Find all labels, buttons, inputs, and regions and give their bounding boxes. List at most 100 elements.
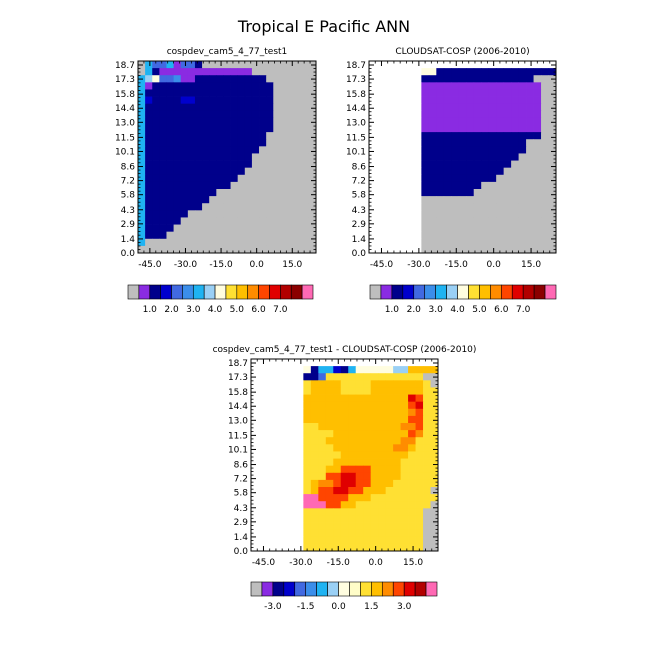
heatmap-cell <box>251 103 260 112</box>
heatmap-cell <box>473 117 482 126</box>
heatmap-cell <box>458 210 467 218</box>
y-tick-label: 4.3 <box>121 206 135 216</box>
heatmap-cell <box>398 132 407 140</box>
heatmap-cell <box>295 515 304 523</box>
heatmap-cell <box>466 196 475 204</box>
heatmap-cell <box>526 196 534 204</box>
heatmap-cell <box>391 245 400 254</box>
heatmap-cell <box>370 380 379 388</box>
heatmap-cell <box>209 196 217 204</box>
heatmap-cell <box>216 181 224 190</box>
heatmap-cell <box>287 110 296 119</box>
heatmap-cell <box>308 125 317 133</box>
heatmap-cell <box>333 543 342 552</box>
heatmap-cell <box>280 153 288 161</box>
heatmap-cell <box>318 408 327 417</box>
heatmap-cell <box>398 203 407 211</box>
heatmap-cell <box>325 487 334 495</box>
heatmap-cell <box>187 82 196 90</box>
heatmap-cell <box>473 217 482 225</box>
heatmap-cell <box>280 522 289 531</box>
heatmap-cell <box>503 75 512 83</box>
heatmap-cell <box>159 96 167 105</box>
heatmap-cell <box>310 387 319 395</box>
heatmap-cell <box>266 125 274 133</box>
heatmap-cell <box>194 224 203 233</box>
heatmap-cell <box>383 224 392 233</box>
heatmap-cell <box>406 238 415 247</box>
heatmap-cell <box>244 68 253 76</box>
heatmap-cell <box>288 536 297 545</box>
heatmap-cell <box>541 210 549 218</box>
heatmap-cell <box>259 189 267 197</box>
heatmap-cell <box>518 203 527 211</box>
heatmap-cell <box>259 96 267 105</box>
colorbar-label: 3.0 <box>186 305 201 315</box>
heatmap-cell <box>258 423 267 431</box>
heatmap-cell <box>251 96 260 105</box>
y-tick-label: 4.3 <box>234 504 248 514</box>
heatmap-cell <box>451 153 460 161</box>
heatmap-cell <box>138 103 146 112</box>
heatmap-cell <box>294 82 303 90</box>
heatmap-cell <box>451 231 460 240</box>
heatmap-cell <box>166 117 174 126</box>
heatmap-cell <box>548 181 557 190</box>
heatmap-cell <box>266 181 274 190</box>
heatmap-cell <box>187 238 196 247</box>
heatmap-cell <box>202 82 210 90</box>
heatmap-cell <box>355 451 364 459</box>
heatmap-cell <box>280 529 289 538</box>
heatmap-cell <box>273 210 281 218</box>
heatmap-cell <box>428 181 437 190</box>
heatmap-cell <box>436 68 445 76</box>
heatmap-cell <box>173 82 182 90</box>
heatmap-cell <box>393 423 401 431</box>
heatmap-cell <box>288 437 297 445</box>
heatmap-cell <box>230 181 239 190</box>
heatmap-cell <box>259 61 267 69</box>
heatmap-cell <box>287 146 296 154</box>
heatmap-cell <box>244 210 253 218</box>
heatmap-cell <box>308 203 317 211</box>
heatmap-cell <box>288 415 297 424</box>
heatmap-cell <box>166 231 174 240</box>
heatmap-cell <box>265 444 274 452</box>
heatmap-cell <box>400 529 409 538</box>
heatmap-cell <box>413 174 422 183</box>
heatmap-cell <box>294 153 303 161</box>
heatmap-cell <box>488 61 497 69</box>
heatmap-cell <box>488 125 497 133</box>
heatmap-cell <box>481 75 490 83</box>
heatmap-cell <box>180 224 189 233</box>
heatmap-cell <box>370 458 379 467</box>
heatmap-cell <box>187 181 196 190</box>
heatmap-cell <box>325 408 334 417</box>
heatmap-cell <box>370 437 379 445</box>
heatmap-cell <box>400 458 409 467</box>
heatmap-cell <box>230 238 239 247</box>
heatmap-cell <box>436 196 445 204</box>
heatmap-cell <box>451 89 460 97</box>
heatmap-cell <box>223 210 231 218</box>
heatmap-cell <box>496 189 505 197</box>
y-tick-label: 17.3 <box>228 373 248 383</box>
heatmap-cell <box>318 515 327 523</box>
heatmap-cell <box>413 160 422 169</box>
heatmap-cell <box>273 415 282 424</box>
heatmap-cell <box>138 224 146 233</box>
heatmap-cell <box>370 529 379 538</box>
heatmap-cell <box>280 238 288 247</box>
heatmap-cell <box>400 437 409 445</box>
heatmap-cell <box>223 61 231 69</box>
heatmap-cell <box>370 415 379 424</box>
heatmap-cell <box>363 451 372 459</box>
heatmap-cell <box>473 125 482 133</box>
heatmap-cell <box>340 359 349 367</box>
heatmap-cell <box>481 181 490 190</box>
heatmap-cell <box>280 515 289 523</box>
heatmap-cell <box>406 167 415 176</box>
heatmap-cell <box>458 224 467 233</box>
heatmap-cell <box>138 189 146 197</box>
